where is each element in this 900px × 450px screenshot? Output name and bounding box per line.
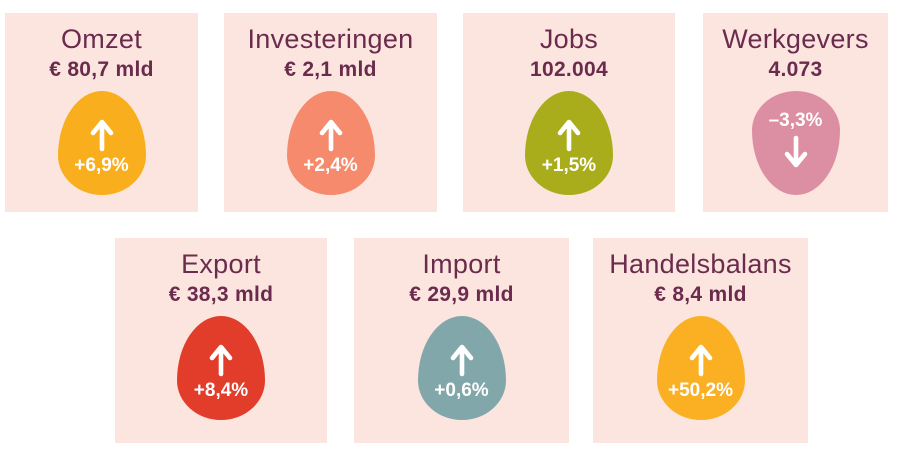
- delta-label: +0,6%: [434, 379, 489, 401]
- stat-card-omzet: Omzet € 80,7 mld +6,9%: [5, 13, 198, 212]
- delta-label: +2,4%: [303, 154, 358, 176]
- card-title: Handelsbalans: [609, 249, 792, 279]
- up-arrow-icon: [689, 344, 712, 376]
- delta-label: +1,5%: [541, 154, 597, 176]
- card-title: Jobs: [539, 24, 599, 54]
- up-arrow-icon: [209, 344, 233, 376]
- delta-label: +8,4%: [193, 379, 249, 401]
- egg-shape: +8,4%: [177, 316, 265, 421]
- up-arrow-icon: [450, 344, 473, 376]
- stat-card-investeringen: Investeringen € 2,1 mld +2,4%: [224, 13, 437, 212]
- up-arrow-icon: [90, 119, 113, 151]
- stat-card-import: Import € 29,9 mld +0,6%: [354, 238, 569, 443]
- egg-shape: +0,6%: [417, 316, 506, 421]
- card-value: € 29,9 mld: [409, 283, 514, 307]
- egg-shape: +1,5%: [525, 91, 613, 196]
- card-value: € 2,1 mld: [284, 58, 377, 82]
- card-value: 4.073: [768, 58, 823, 82]
- stat-card-werkgevers: Werkgevers 4.073 –3,3%: [703, 13, 888, 212]
- stat-card-jobs: Jobs 102.004 +1,5%: [463, 13, 675, 212]
- delta-label: +50,2%: [668, 379, 733, 401]
- up-arrow-icon: [557, 119, 581, 151]
- stat-card-export: Export € 38,3 mld +8,4%: [115, 238, 327, 443]
- card-value: € 8,4 mld: [654, 283, 747, 307]
- egg-shape: +50,2%: [656, 316, 745, 421]
- card-title: Investeringen: [247, 24, 414, 54]
- egg-shape: +2,4%: [286, 91, 375, 196]
- delta-label: –3,3%: [768, 109, 823, 131]
- card-value: € 38,3 mld: [168, 283, 274, 307]
- delta-label: +6,9%: [74, 154, 129, 176]
- card-title: Export: [181, 249, 261, 279]
- stat-card-handelsbalans: Handelsbalans € 8,4 mld +50,2%: [593, 238, 808, 443]
- down-arrow-icon: [784, 136, 807, 168]
- card-title: Werkgevers: [722, 24, 869, 54]
- card-title: Omzet: [60, 24, 142, 54]
- card-value: € 80,7 mld: [49, 58, 154, 82]
- egg-shape: –3,3%: [751, 91, 840, 196]
- card-value: 102.004: [529, 58, 608, 82]
- card-title: Import: [422, 249, 501, 279]
- egg-shape: +6,9%: [57, 91, 146, 196]
- up-arrow-icon: [319, 119, 342, 151]
